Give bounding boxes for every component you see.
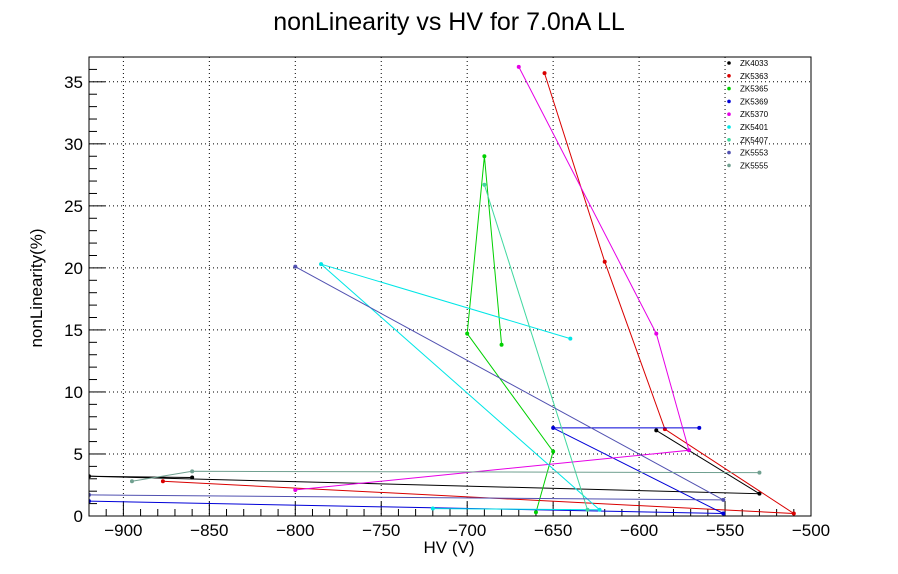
plot-frame	[88, 56, 812, 517]
data-point	[482, 154, 487, 159]
x-tick-label: −850	[190, 521, 228, 540]
data-point	[293, 487, 298, 492]
legend-label: ZK5363	[740, 72, 769, 81]
x-tick-label: −650	[534, 521, 572, 540]
series-line	[89, 427, 724, 514]
series-line	[483, 184, 588, 510]
legend-label: ZK5407	[740, 136, 769, 145]
legend-marker	[727, 150, 731, 155]
data-point	[791, 511, 796, 516]
legend: ZK4033 ZK5363 ZK5365 ZK5369 ZK5370 ZK5401 ZK54…	[727, 59, 769, 170]
x-tick-label: −500	[792, 521, 830, 540]
data-point	[686, 448, 691, 453]
data-point	[319, 262, 324, 267]
legend-label: ZK5555	[740, 161, 769, 170]
series-zk5369	[89, 425, 726, 516]
data-point	[293, 264, 298, 269]
data-point	[602, 259, 607, 264]
x-tick-label: −750	[362, 521, 400, 540]
data-point	[499, 342, 504, 347]
data-point	[721, 511, 726, 516]
data-point	[542, 71, 547, 76]
y-tick-label: 25	[64, 197, 83, 216]
data-point	[654, 331, 659, 336]
series-zk5407	[482, 182, 590, 512]
data-point	[757, 470, 762, 475]
legend-label: ZK5369	[740, 97, 769, 106]
data-point	[585, 507, 590, 512]
legend-marker	[727, 61, 731, 65]
x-axis-title: HV (V)	[424, 538, 475, 557]
data-point	[721, 497, 726, 502]
legend-label: ZK5553	[740, 149, 769, 158]
legend-marker	[727, 125, 731, 129]
data-point	[430, 506, 435, 511]
x-tick-label: −550	[706, 521, 744, 540]
legend-label: ZK5401	[740, 123, 769, 132]
x-tick-label: −600	[620, 521, 658, 540]
data-point	[129, 479, 134, 484]
legend-marker	[727, 74, 731, 78]
y-tick-label: 15	[64, 321, 83, 340]
series-line	[295, 66, 690, 491]
series-zk5553	[89, 264, 726, 502]
legend-label: ZK5365	[740, 85, 769, 94]
y-tick-label: 10	[64, 383, 83, 402]
series-zk5401	[319, 262, 602, 512]
series-zk5370	[293, 64, 691, 492]
data-point	[654, 428, 659, 433]
data-point	[533, 510, 538, 515]
legend-marker	[727, 163, 731, 168]
y-axis-title: nonLinearity(%)	[27, 228, 46, 347]
series-line	[89, 429, 762, 495]
data-point	[551, 425, 556, 430]
y-tick-label: 0	[74, 507, 83, 526]
y-tick-label: 5	[74, 445, 83, 464]
legend-marker	[727, 112, 731, 116]
data-point	[465, 331, 470, 336]
x-tick-label: −900	[104, 521, 142, 540]
data-point	[697, 425, 702, 430]
data-point	[568, 336, 573, 341]
data-point	[597, 507, 602, 512]
legend-label: ZK5370	[740, 110, 769, 119]
series-zk5555	[129, 469, 762, 484]
data-point	[190, 469, 195, 474]
chart-title: nonLinearity vs HV for 7.0nA LL	[273, 8, 625, 36]
data-point	[160, 479, 165, 484]
legend-marker	[727, 86, 731, 91]
series-zk5363	[160, 71, 796, 516]
data-point	[551, 449, 556, 454]
data-point	[757, 491, 762, 496]
data-point	[516, 64, 521, 69]
y-tick-label: 20	[64, 259, 83, 278]
series-zk4033	[89, 428, 762, 496]
axes: −900 −850 −800 −750 −700 −650 −600 −550 −500 0 5 10…	[64, 56, 830, 540]
data-point	[190, 475, 195, 480]
series-layer	[89, 64, 796, 516]
legend-marker	[727, 138, 731, 142]
legend-marker	[727, 99, 731, 104]
y-tick-label: 35	[64, 73, 83, 92]
series-line	[320, 263, 601, 511]
legend-label: ZK4033	[740, 59, 769, 68]
y-tick-label: 30	[64, 135, 83, 154]
data-point	[482, 182, 487, 187]
grid	[89, 57, 812, 516]
x-tick-label: −700	[448, 521, 486, 540]
x-tick-label: −800	[276, 521, 314, 540]
